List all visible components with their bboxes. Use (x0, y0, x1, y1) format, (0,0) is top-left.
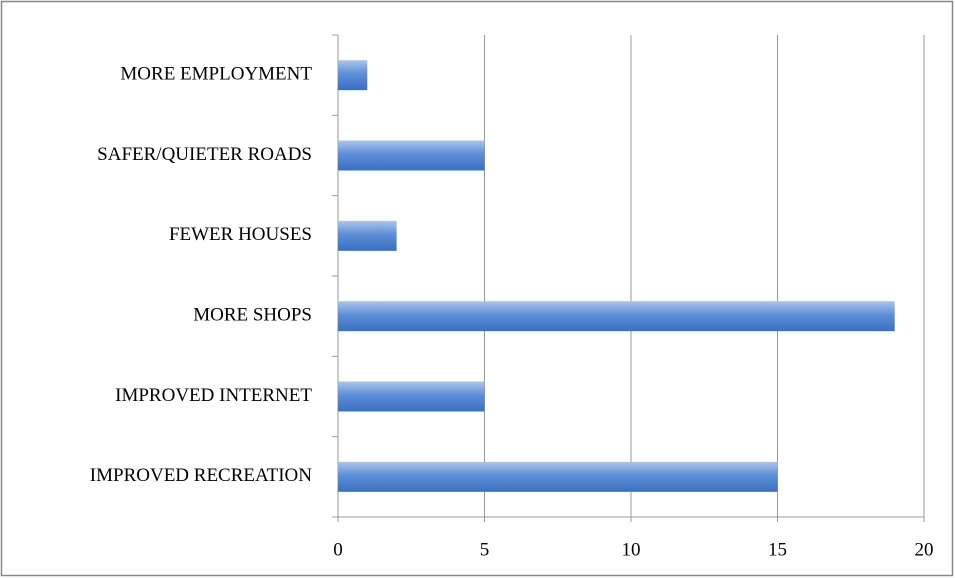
y-tick-label: MORE EMPLOYMENT (120, 64, 312, 85)
y-tick-label: MORE SHOPS (193, 305, 312, 326)
bar (338, 60, 368, 91)
bar (338, 140, 485, 171)
x-tick-label: 5 (480, 539, 490, 560)
bar (338, 381, 485, 412)
bar (338, 220, 397, 251)
x-tick-label: 10 (622, 539, 641, 560)
y-tick-label: IMPROVED INTERNET (115, 385, 312, 406)
y-tick-label: FEWER HOUSES (169, 224, 312, 245)
x-tick-label: 20 (915, 539, 934, 560)
bar (338, 301, 895, 332)
y-tick-label: SAFER/QUIETER ROADS (97, 144, 312, 165)
y-tick-label: IMPROVED RECREATION (90, 465, 312, 486)
x-tick-label: 15 (768, 539, 787, 560)
x-tick-label: 0 (333, 539, 343, 560)
bar (338, 461, 778, 492)
